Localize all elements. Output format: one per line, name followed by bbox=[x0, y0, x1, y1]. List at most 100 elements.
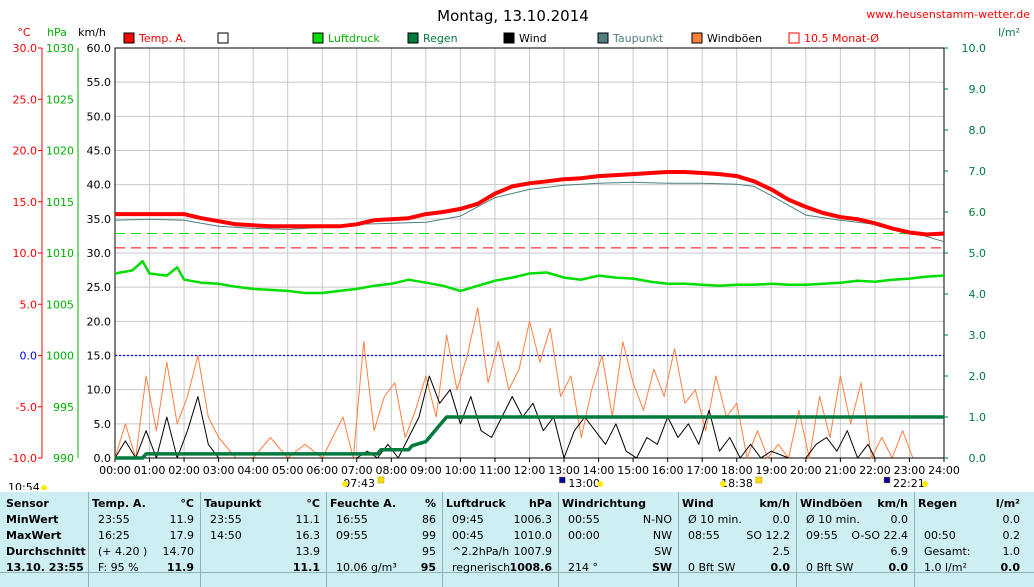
stats-cell-value: 16.3 bbox=[295, 529, 321, 542]
temp-tick-label: -5.0 bbox=[16, 401, 37, 414]
rain-tick-label: 6.0 bbox=[969, 206, 987, 219]
legend-swatch bbox=[407, 32, 419, 44]
x-tick-label: 03:00 bbox=[203, 464, 235, 477]
pressure-tick-label: 1015 bbox=[46, 196, 74, 209]
stats-cell-sub: Ø 10 min. bbox=[806, 513, 860, 526]
legend-swatch bbox=[597, 32, 609, 44]
sun-dot bbox=[341, 481, 348, 487]
legend-swatch bbox=[123, 32, 135, 44]
stats-column-separator bbox=[88, 492, 89, 587]
stats-column-separator bbox=[796, 492, 797, 587]
stats-cell-sub: 00:00 bbox=[568, 529, 600, 542]
series-wind bbox=[114, 375, 944, 459]
stats-cell-sub: ^2.2hPa/h bbox=[452, 545, 510, 558]
stats-cell-sub: 0 Bft SW bbox=[688, 561, 736, 574]
x-tick-label: 24:00 bbox=[928, 464, 960, 477]
x-tick-label: 15:00 bbox=[617, 464, 649, 477]
stats-unit: % bbox=[424, 497, 436, 510]
event-label: 13:00 bbox=[568, 477, 600, 490]
x-tick-label: 16:00 bbox=[652, 464, 684, 477]
stats-cell-sub: regnerisch bbox=[452, 561, 511, 574]
stats-cell-value: 0.0 bbox=[1002, 513, 1021, 526]
rain-tick-label: 3.0 bbox=[969, 329, 987, 342]
legend-label: 10.5 Monat-Ø bbox=[804, 32, 879, 45]
x-tick-label: 11:00 bbox=[479, 464, 511, 477]
temp-tick-label: 10.0 bbox=[13, 247, 38, 260]
stats-cell-value: 1006.3 bbox=[513, 513, 553, 526]
wind-unit-label: km/h bbox=[78, 26, 106, 39]
series-taupunkt bbox=[114, 181, 945, 243]
temp-tick-label: -10.0 bbox=[9, 452, 37, 465]
pressure-tick-label: 1030 bbox=[46, 42, 74, 55]
rain-tick-label: 8.0 bbox=[969, 124, 987, 137]
x-tick-label: 08:00 bbox=[375, 464, 407, 477]
stats-cell-sub: 09:55 bbox=[336, 529, 368, 542]
rain-tick-label: 9.0 bbox=[969, 83, 987, 96]
stats-cell-value: 1007.9 bbox=[513, 545, 553, 558]
stats-cell-value: SW bbox=[654, 545, 672, 558]
stats-cell-sub: 10.06 g/m³ bbox=[336, 561, 397, 574]
temp-tick-label: 5.0 bbox=[20, 298, 38, 311]
rain-tick-label: 7.0 bbox=[969, 165, 987, 178]
pressure-tick-label: 1025 bbox=[46, 93, 74, 106]
temp-unit-label: °C bbox=[17, 26, 31, 39]
stats-column-separator bbox=[558, 492, 559, 587]
x-tick-label: 06:00 bbox=[306, 464, 338, 477]
stats-panel: Sensor MinWert MaxWert Durchschnitt 13.10. 2… bbox=[0, 492, 1034, 587]
stats-cell-value: 99 bbox=[422, 529, 436, 542]
wind-tick-label: 15.0 bbox=[87, 350, 112, 363]
wind-tick-label: 5.0 bbox=[94, 418, 112, 431]
temp-tick-label: 25.0 bbox=[13, 93, 38, 106]
stats-column-separator bbox=[914, 492, 915, 587]
x-tick-label: 10:00 bbox=[445, 464, 477, 477]
stats-cell-sub: (+ 4.20 ) bbox=[98, 545, 148, 558]
stats-cell-value: 6.9 bbox=[890, 545, 909, 558]
stats-cell-value: 95 bbox=[420, 561, 436, 574]
stats-cell-value: 11.9 bbox=[169, 513, 195, 526]
wind-tick-label: 10.0 bbox=[87, 384, 112, 397]
stats-cell-sub: F: 95 % bbox=[98, 561, 139, 574]
stats-cell-value: 0.0 bbox=[890, 513, 909, 526]
event-label: 18:38 bbox=[721, 477, 753, 490]
stats-cell-value: 0.0 bbox=[888, 561, 909, 574]
event-label: 07:43 bbox=[343, 477, 375, 490]
stats-cell-sub: 00:45 bbox=[452, 529, 484, 542]
stats-cell-sub: 00:50 bbox=[924, 529, 956, 542]
stats-cell-value: 1.0 bbox=[1002, 545, 1021, 558]
stats-header: Regen bbox=[918, 497, 958, 510]
rain-tick-label: 4.0 bbox=[969, 288, 987, 301]
x-tick-label: 04:00 bbox=[237, 464, 269, 477]
stats-cell-sub: 16:55 bbox=[336, 513, 368, 526]
legend-label: Wind bbox=[519, 32, 547, 45]
x-tick-label: 18:00 bbox=[721, 464, 753, 477]
x-tick-label: 12:00 bbox=[514, 464, 546, 477]
stats-header: Temp. A. bbox=[92, 497, 146, 510]
temp-tick-label: 15.0 bbox=[13, 196, 38, 209]
stats-cell-sub: 14:50 bbox=[210, 529, 242, 542]
legend-swatch bbox=[217, 32, 229, 44]
pressure-tick-label: 990 bbox=[53, 452, 74, 465]
pressure-tick-label: 1000 bbox=[46, 350, 74, 363]
stats-column-separator bbox=[200, 492, 201, 587]
stats-header: Taupunkt bbox=[204, 497, 262, 510]
stats-header: Wind bbox=[682, 497, 714, 510]
event-icon bbox=[755, 476, 763, 484]
pressure-tick-label: 1005 bbox=[46, 298, 74, 311]
stats-cell-value: 11.1 bbox=[295, 513, 321, 526]
legend-label: Luftdruck bbox=[328, 32, 380, 45]
stats-divider bbox=[0, 572, 1034, 573]
axis-ticks: 00:00 01:00 02:00 03:00 04:00 05:00 06:00 07:00… bbox=[9, 42, 986, 477]
pressure-tick-label: 995 bbox=[53, 401, 74, 414]
stats-cell-value: 95 bbox=[422, 545, 436, 558]
x-tick-label: 07:00 bbox=[341, 464, 373, 477]
stats-cell-value: 13.9 bbox=[295, 545, 321, 558]
stats-cell-value: 17.9 bbox=[169, 529, 195, 542]
sun-dot bbox=[922, 481, 929, 487]
rain-tick-label: 0.0 bbox=[969, 452, 987, 465]
chart-title: Montag, 13.10.2014 bbox=[437, 7, 589, 25]
x-tick-label: 23:00 bbox=[894, 464, 926, 477]
stats-cell-sub: 09:55 bbox=[806, 529, 838, 542]
wind-tick-label: 20.0 bbox=[87, 315, 112, 328]
wind-tick-label: 0.0 bbox=[94, 452, 112, 465]
x-tick-label: 22:00 bbox=[859, 464, 891, 477]
